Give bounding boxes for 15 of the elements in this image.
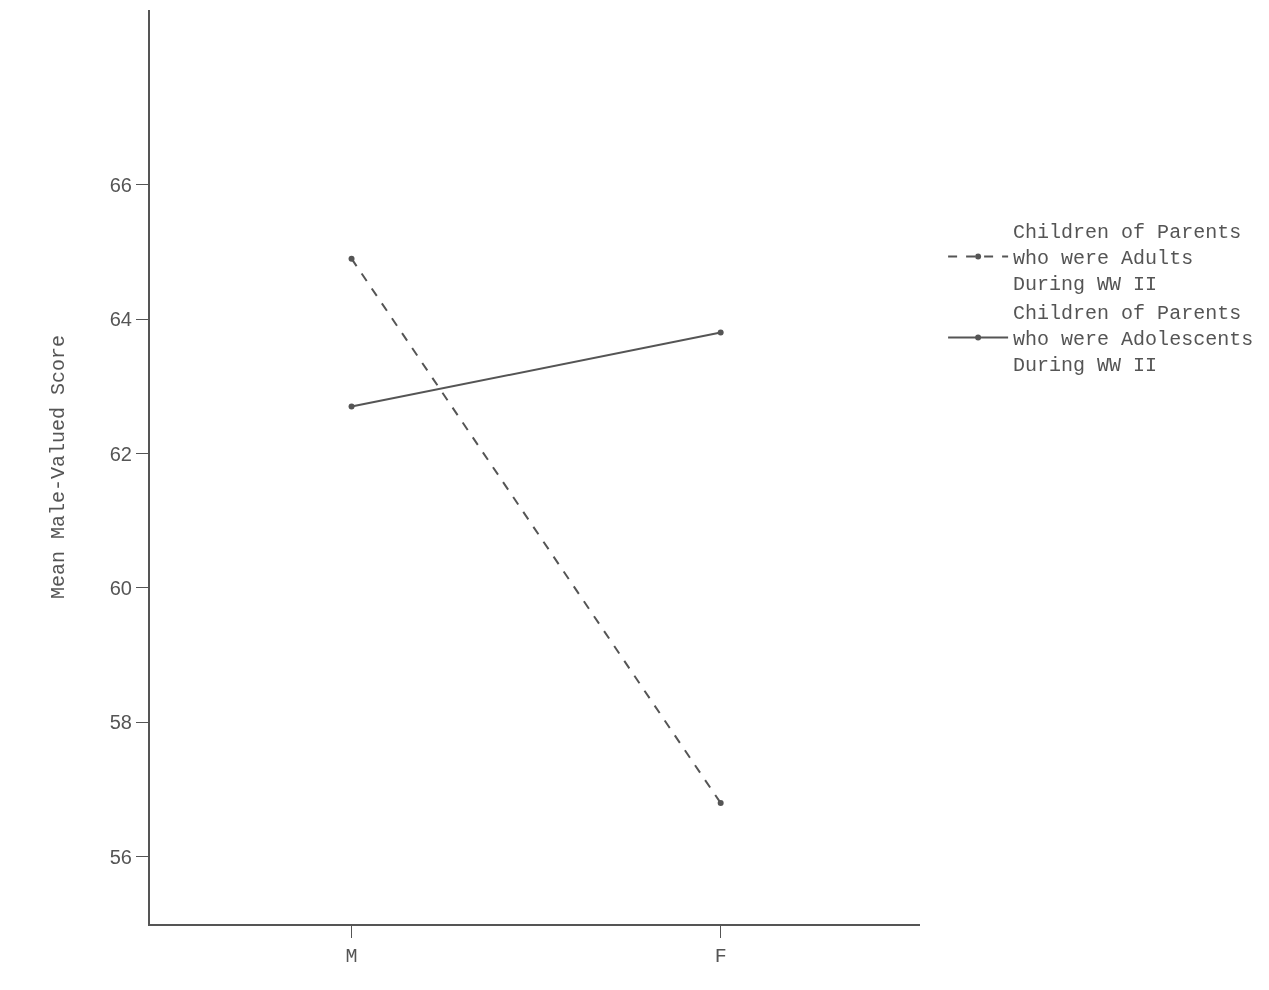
y-tick-label: 58 xyxy=(109,711,132,734)
y-tick-label: 62 xyxy=(109,442,132,465)
point xyxy=(717,329,724,336)
x-tick-label: M xyxy=(345,945,358,968)
point xyxy=(717,800,724,807)
legend-label: Children of Parents who were Adolescents During WW II xyxy=(1013,302,1254,378)
y-tick-label: 60 xyxy=(109,576,132,599)
point xyxy=(348,255,355,262)
y-axis-title: Mean Male-Valued Score xyxy=(46,334,70,600)
y-tick-label: 66 xyxy=(109,173,132,196)
y-tick-label: 56 xyxy=(109,845,132,868)
point xyxy=(348,403,355,410)
x-tick-label: F xyxy=(714,945,727,968)
y-tick-label: 64 xyxy=(109,308,132,331)
legend-label: Children of Parents who were Adults During WW II xyxy=(1013,221,1242,297)
